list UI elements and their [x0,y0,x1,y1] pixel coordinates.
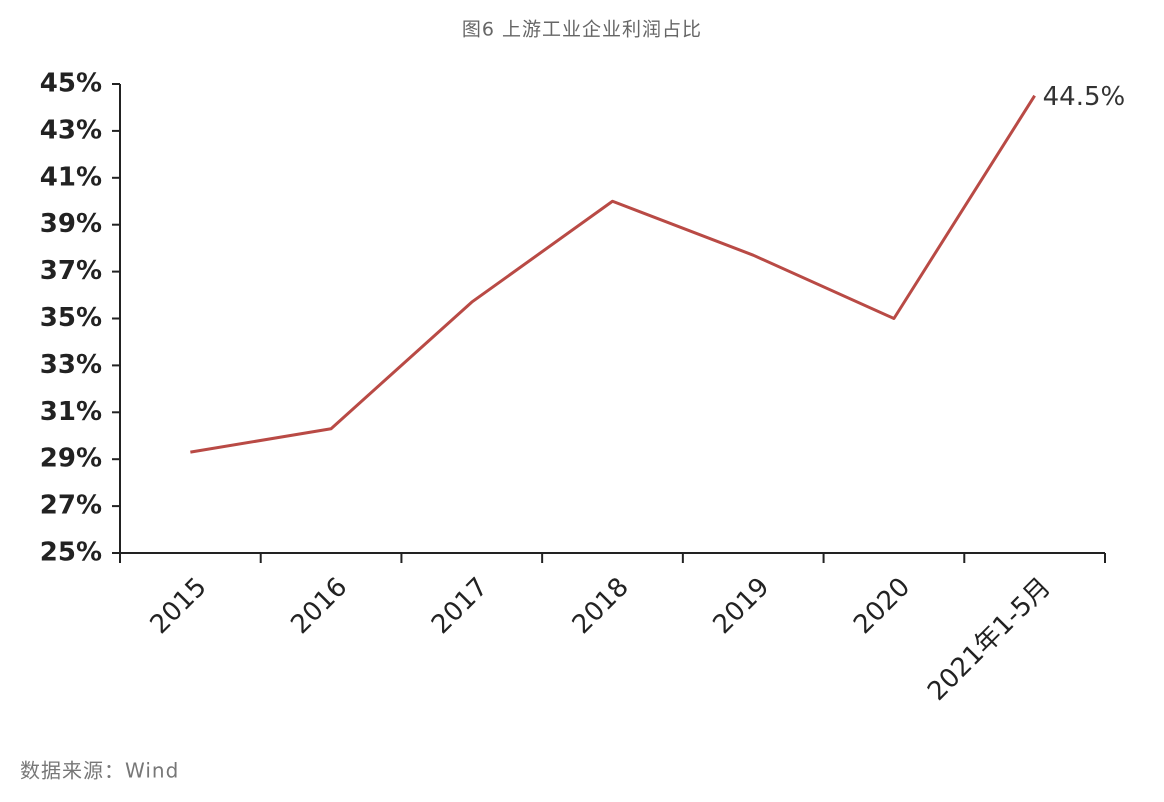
y-tick-label: 29% [40,444,102,474]
data-label: 44.5% [1043,82,1126,112]
chart-title: 图6 上游工业企业利润占比 [462,19,702,41]
y-tick-label: 43% [40,115,102,145]
y-tick-label: 25% [40,538,102,568]
x-tick-label: 2015 [145,572,213,640]
y-tick-label: 35% [40,303,102,333]
x-tick-label: 2020 [848,572,916,640]
x-tick-label: 2017 [426,572,494,640]
y-tick-label: 33% [40,350,102,380]
y-tick-label: 27% [40,491,102,521]
y-tick-label: 39% [40,209,102,239]
y-tick-label: 45% [40,69,102,99]
y-tick-label: 41% [40,162,102,192]
source-note: 数据来源：Wind [20,759,179,783]
data-line [190,94,1036,454]
x-tick-label: 2021年1-5月 [922,572,1057,707]
x-tick-label: 2016 [285,572,353,640]
x-tick-label: 2018 [567,572,635,640]
y-tick-label: 37% [40,256,102,286]
y-tick-label: 31% [40,397,102,427]
x-tick-label: 2019 [707,572,775,640]
